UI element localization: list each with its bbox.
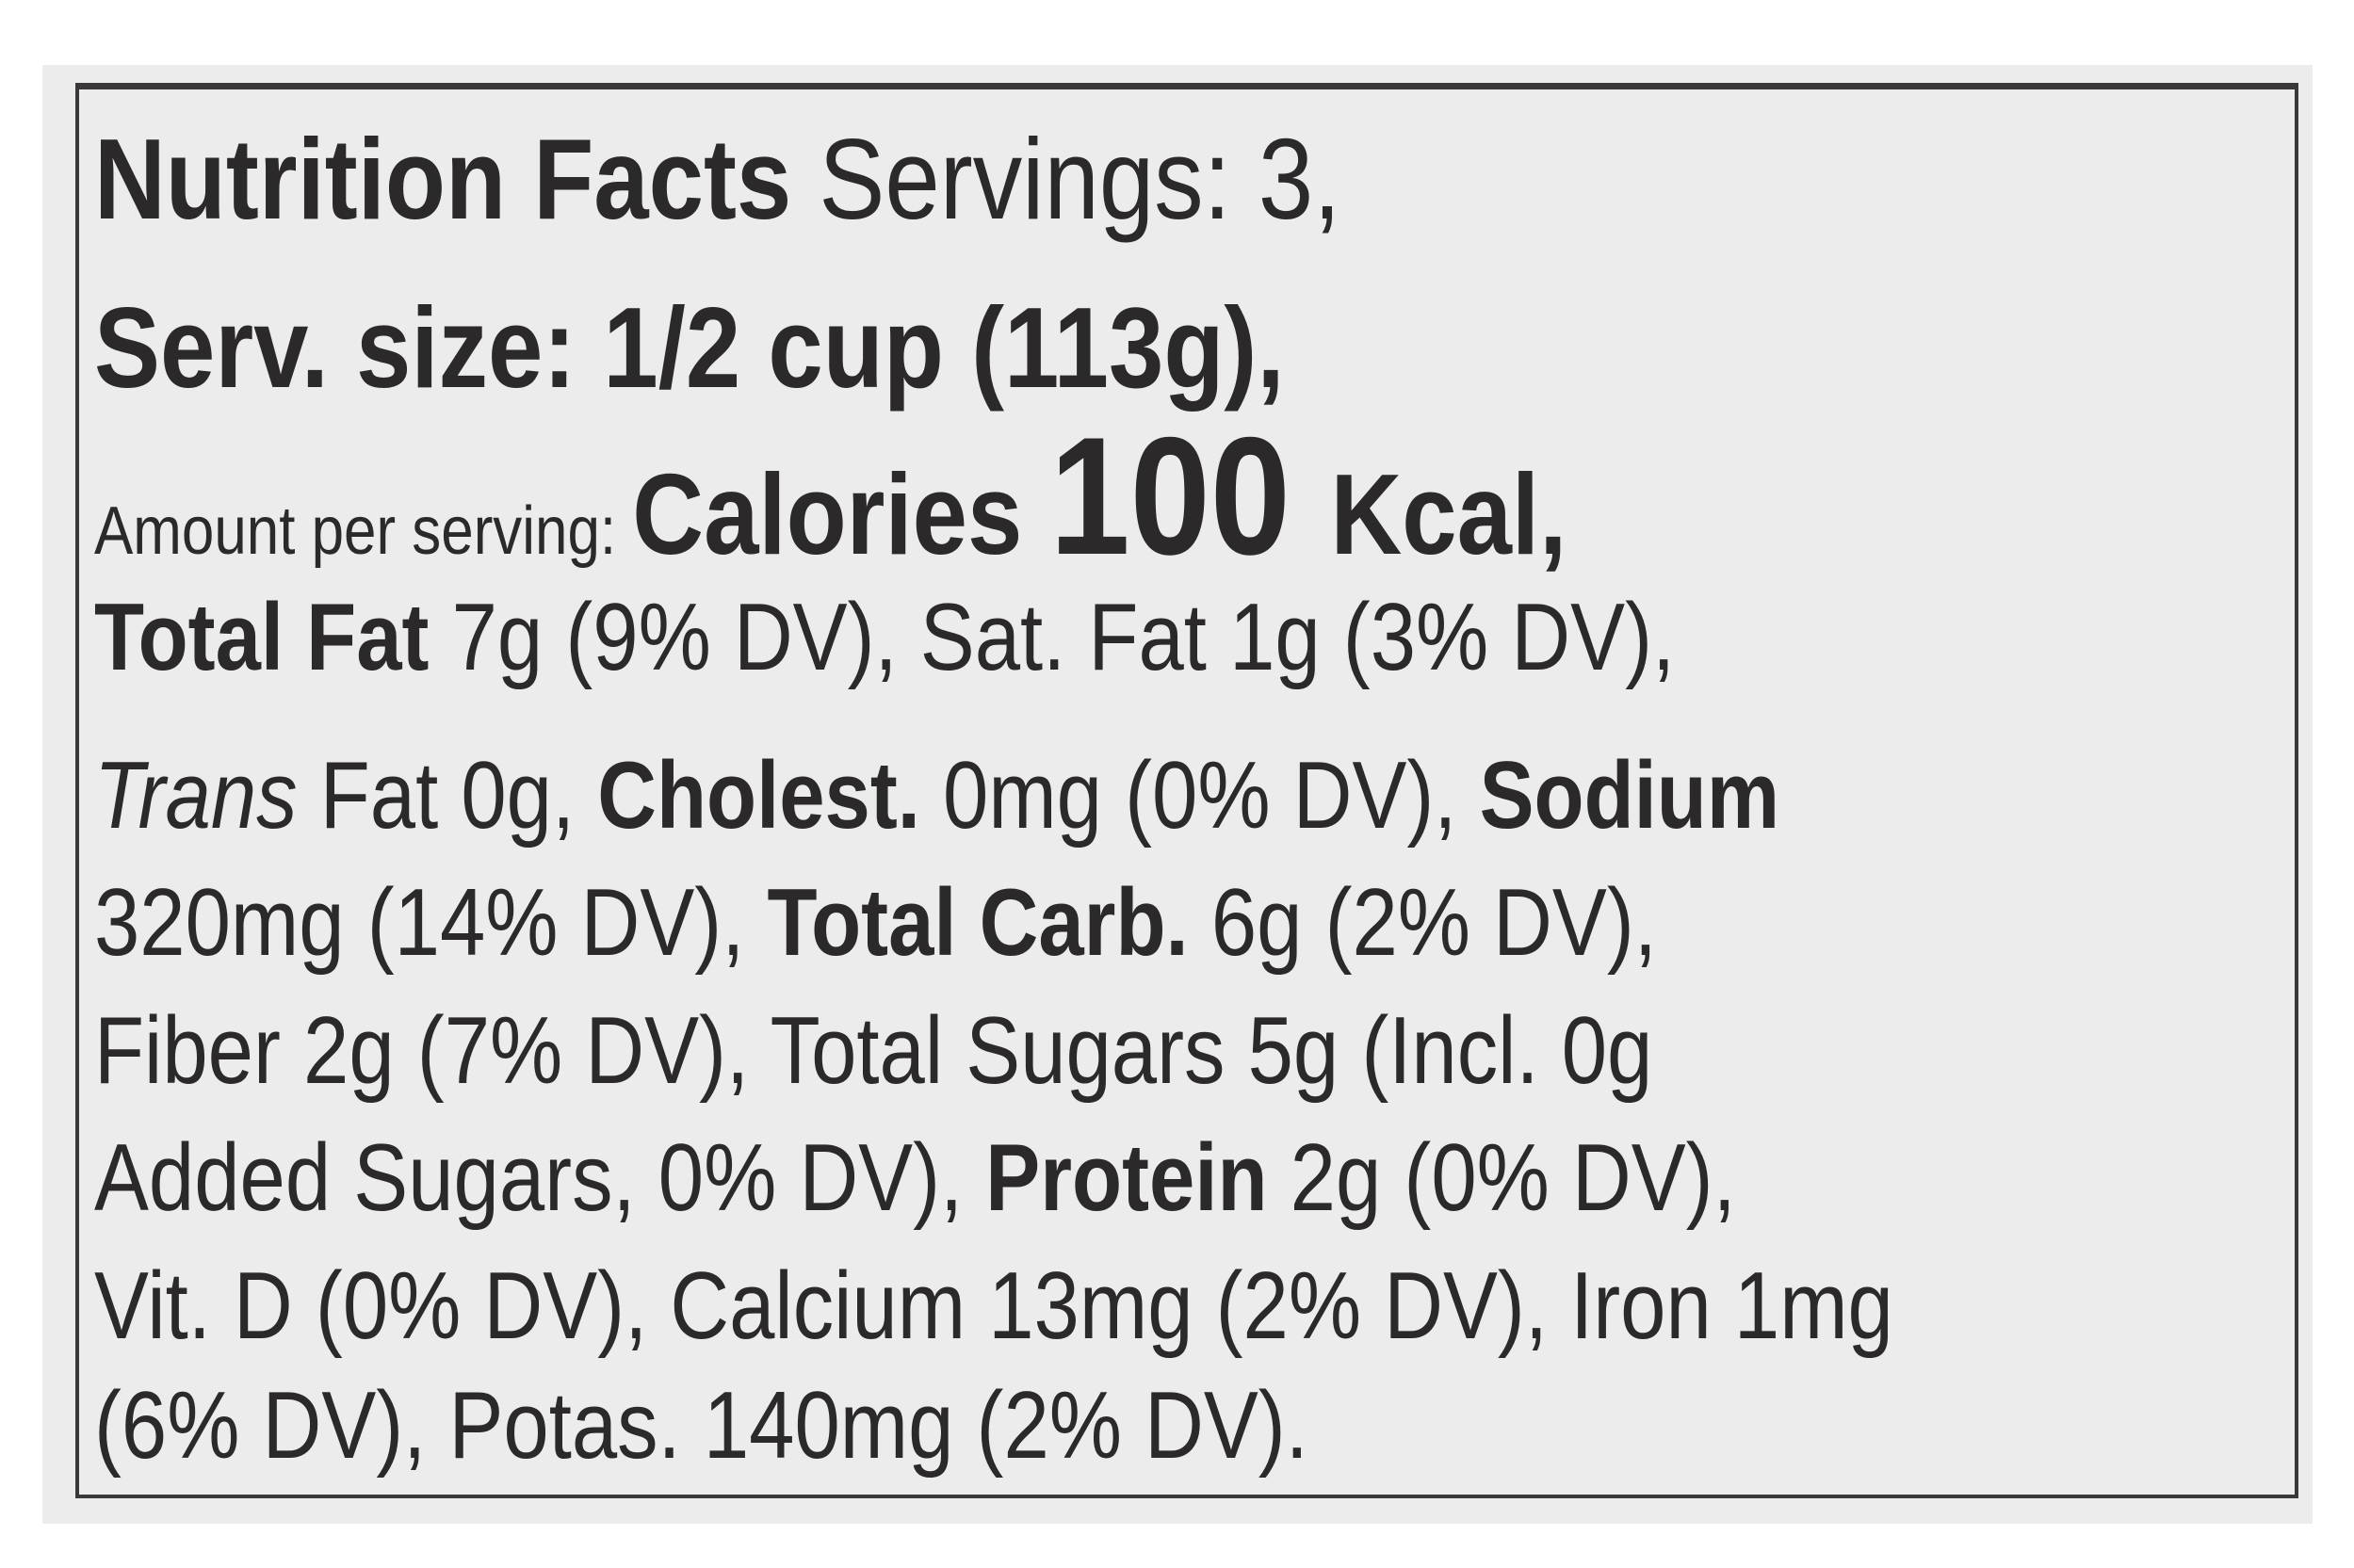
calories-line: Amount per serving: Calories 100 Kcal,	[94, 412, 1567, 580]
nutrient-line: Total Fat 7g (9% DV), Sat. Fat 1g (3% DV…	[94, 590, 1675, 686]
nutrient-line: 320mg (14% DV), Total Carb. 6g (2% DV),	[94, 876, 1657, 971]
label-text-segment: 320mg (14% DV),	[94, 870, 768, 976]
nutrient-line: Trans Fat 0g, Cholest. 0mg (0% DV), Sodi…	[94, 749, 1779, 844]
label-text-segment: (6% DV), Potas. 140mg (2% DV).	[94, 1373, 1308, 1479]
nutrient-line: Fiber 2g (7% DV), Total Sugars 5g (Incl.…	[94, 1004, 1652, 1099]
label-text-segment: Fiber 2g (7% DV), Total Sugars 5g (Incl.…	[94, 998, 1653, 1104]
label-text-segment: Total Carb.	[767, 870, 1189, 976]
label-text-segment: Trans	[94, 743, 298, 849]
label-text-segment: Cholest.	[597, 743, 920, 849]
label-text-segment: 0mg (0% DV),	[919, 743, 1480, 849]
label-text-segment: Servings: 3,	[819, 115, 1341, 243]
label-text-segment: Total Fat	[94, 585, 452, 690]
label-text-segment: Added Sugars, 0% DV),	[94, 1125, 986, 1231]
label-text-segment: Kcal,	[1330, 450, 1567, 578]
label-text-segment: 100	[1049, 402, 1331, 590]
nutrient-line: Added Sugars, 0% DV), Protein 2g (0% DV)…	[94, 1131, 1736, 1226]
label-text-segment: Sodium	[1479, 743, 1780, 849]
label-text-segment: Fat 0g,	[297, 743, 598, 849]
nutrient-line: (6% DV), Potas. 140mg (2% DV).	[94, 1379, 1308, 1474]
nutrient-line: Vit. D (0% DV), Calcium 13mg (2% DV), Ir…	[94, 1259, 1893, 1354]
label-text-segment: Calories	[632, 450, 1050, 578]
label-text-segment: Serv. size: 1/2 cup (113g),	[94, 283, 1285, 412]
serving-size-line: Serv. size: 1/2 cup (113g),	[94, 290, 1285, 405]
label-text-segment: Nutrition Facts	[94, 115, 820, 243]
label-text-segment: 6g (2% DV),	[1188, 870, 1657, 976]
label-text-segment: 7g (9% DV), Sat. Fat 1g (3% DV),	[451, 585, 1676, 690]
nutrition-facts-panel	[75, 83, 2298, 1498]
label-background	[42, 65, 2313, 1524]
title-line: Nutrition Facts Servings: 3,	[94, 121, 1340, 236]
label-text-segment: Vit. D (0% DV), Calcium 13mg (2% DV), Ir…	[94, 1253, 1893, 1359]
label-text-segment: Amount per serving:	[94, 493, 633, 569]
label-text-segment: 2g (0% DV),	[1267, 1125, 1736, 1231]
label-text-segment: Protein	[985, 1125, 1268, 1231]
